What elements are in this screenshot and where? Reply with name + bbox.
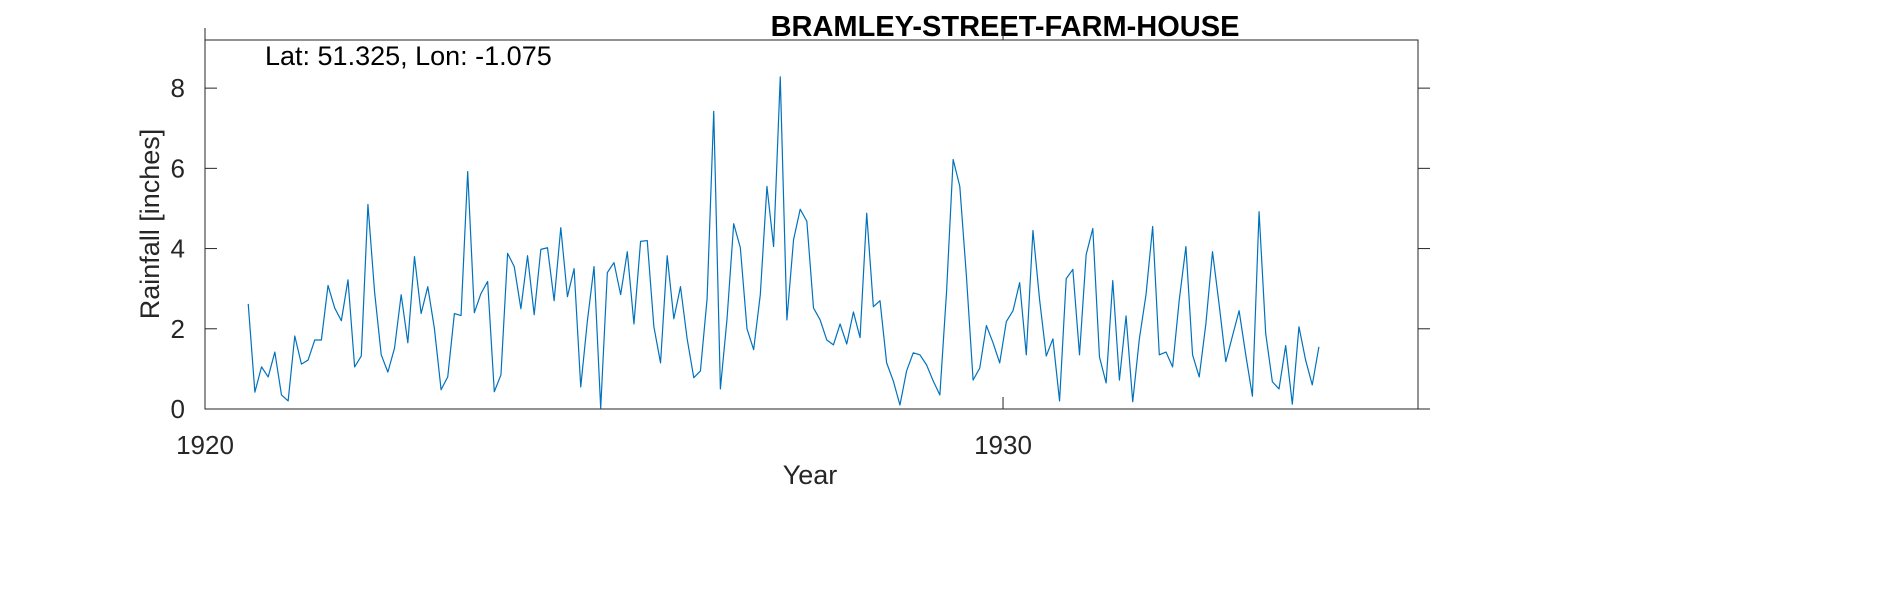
axis-ticks <box>204 28 1430 410</box>
x-tick-label: 1920 <box>176 430 234 460</box>
station-coordinates-label: Lat: 51.325, Lon: -1.075 <box>265 41 552 71</box>
y-axis-label: Rainfall [inches] <box>135 129 165 320</box>
y-tick-label: 4 <box>171 234 185 264</box>
chart-title: BRAMLEY-STREET-FARM-HOUSE <box>771 11 1240 43</box>
axis-tick-labels: 0 2 4 6 8 1920 1930 <box>171 73 1032 460</box>
x-axis-label: Year <box>783 460 838 490</box>
y-tick-label: 8 <box>171 73 185 103</box>
x-tick-label: 1930 <box>974 430 1032 460</box>
y-tick-label: 0 <box>171 394 185 424</box>
plot-area <box>204 39 1419 410</box>
rainfall-series-line <box>247 76 1320 409</box>
y-tick-label: 2 <box>171 314 185 344</box>
y-tick-label: 6 <box>171 153 185 183</box>
